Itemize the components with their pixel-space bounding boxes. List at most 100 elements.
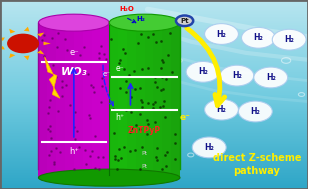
Text: H₂: H₂ xyxy=(232,71,242,80)
Point xyxy=(55,46,60,49)
Text: e⁻: e⁻ xyxy=(115,64,124,73)
Point xyxy=(146,101,151,104)
Point xyxy=(60,94,65,97)
Point xyxy=(129,111,134,114)
Point xyxy=(135,42,140,45)
Circle shape xyxy=(205,24,238,44)
Point xyxy=(124,91,129,94)
Point xyxy=(145,119,150,122)
Point xyxy=(140,67,145,70)
Point xyxy=(72,167,77,170)
Point xyxy=(47,105,52,108)
Point xyxy=(122,52,127,55)
Point xyxy=(100,155,105,158)
Point xyxy=(152,76,157,79)
Point xyxy=(47,98,52,101)
Point xyxy=(84,163,89,166)
Point xyxy=(72,110,77,113)
Point xyxy=(50,36,55,40)
Bar xyxy=(38,23,47,178)
Ellipse shape xyxy=(109,14,180,31)
Point xyxy=(163,153,168,156)
Point xyxy=(110,107,115,110)
Point xyxy=(47,154,52,157)
Point xyxy=(165,53,170,57)
Point xyxy=(63,38,68,41)
Point xyxy=(89,149,94,153)
Point xyxy=(97,56,102,59)
Point xyxy=(137,87,142,90)
Point xyxy=(154,146,159,149)
Text: H₂: H₂ xyxy=(204,143,214,152)
Point xyxy=(54,75,59,78)
Polygon shape xyxy=(9,29,15,33)
Polygon shape xyxy=(37,50,44,54)
Point xyxy=(113,158,118,161)
Point xyxy=(49,136,54,139)
Polygon shape xyxy=(43,42,51,45)
Point xyxy=(162,100,167,103)
Text: H₂: H₂ xyxy=(217,29,227,39)
Point xyxy=(123,108,128,112)
Point xyxy=(112,155,117,158)
Bar xyxy=(100,23,109,178)
Circle shape xyxy=(241,27,275,48)
Point xyxy=(155,86,160,89)
Point xyxy=(133,149,138,152)
Text: ZnTPyP: ZnTPyP xyxy=(128,126,161,135)
Bar xyxy=(74,23,83,178)
Bar xyxy=(65,23,74,178)
Point xyxy=(130,126,135,129)
Point xyxy=(48,150,53,153)
Point xyxy=(151,106,156,109)
Point xyxy=(93,135,98,138)
Point xyxy=(87,117,92,120)
Point xyxy=(138,127,143,130)
Point xyxy=(159,88,164,91)
Point xyxy=(121,67,126,70)
Point xyxy=(154,158,159,161)
Point xyxy=(173,158,178,161)
Point xyxy=(163,77,168,80)
Point xyxy=(165,150,170,153)
Circle shape xyxy=(205,99,238,120)
Bar xyxy=(83,23,91,178)
FancyArrowPatch shape xyxy=(187,28,225,105)
Point xyxy=(111,131,116,134)
Text: e⁻: e⁻ xyxy=(102,71,110,77)
Text: H₂: H₂ xyxy=(284,35,294,44)
Point xyxy=(150,32,155,35)
Point xyxy=(71,126,76,129)
Point xyxy=(87,114,92,117)
Point xyxy=(116,159,121,162)
Point xyxy=(87,155,92,158)
Bar xyxy=(171,23,180,178)
Point xyxy=(138,98,143,101)
Point xyxy=(78,53,83,56)
Polygon shape xyxy=(0,38,5,41)
Circle shape xyxy=(7,34,39,53)
Point xyxy=(47,130,52,133)
Point xyxy=(91,86,96,89)
Point xyxy=(102,52,107,55)
Point xyxy=(76,145,81,148)
Point xyxy=(128,130,133,133)
Point xyxy=(127,150,132,153)
Point xyxy=(153,101,158,104)
Text: WO₃: WO₃ xyxy=(61,67,87,77)
Text: e⁻: e⁻ xyxy=(179,113,190,122)
Point xyxy=(121,146,126,149)
Bar xyxy=(162,23,171,178)
Point xyxy=(134,123,139,126)
Point xyxy=(139,145,144,148)
Bar xyxy=(38,23,109,178)
Point xyxy=(152,121,157,124)
Point xyxy=(139,100,144,103)
Bar xyxy=(47,23,56,178)
Polygon shape xyxy=(24,27,29,31)
Point xyxy=(56,109,61,112)
Point xyxy=(40,38,45,41)
Text: Pt: Pt xyxy=(142,151,148,156)
Point xyxy=(172,141,177,144)
Point xyxy=(93,167,98,170)
